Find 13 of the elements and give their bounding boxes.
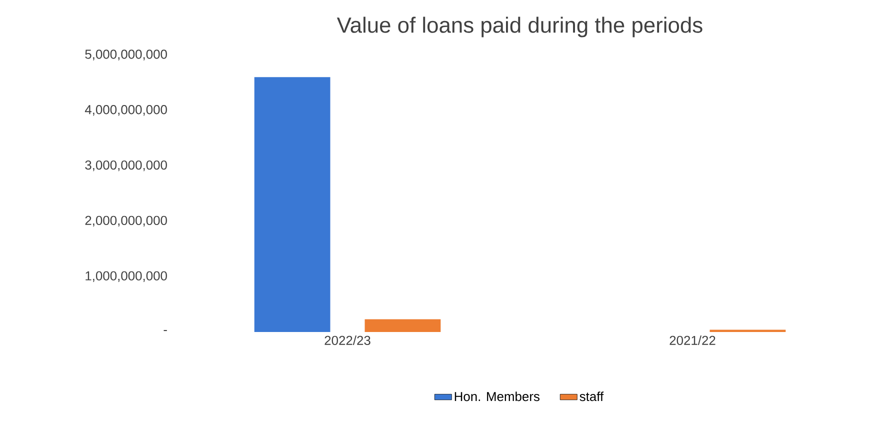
legend-label: Hon. Members [454, 392, 540, 402]
chart-title: Value of loans paid during the periods [336, 16, 702, 38]
legend-label: staff [580, 392, 604, 402]
x-tick-label: 2021/22 [670, 336, 716, 346]
y-tick-label: 2,000,000,000 [85, 216, 167, 227]
y-tick-label: 3,000,000,000 [85, 160, 167, 172]
y-tick-label: - [164, 330, 167, 332]
y-tick-label: 5,000,000,000 [85, 50, 167, 60]
y-tick-label: 4,000,000,000 [84, 105, 167, 116]
bar [364, 319, 441, 332]
y-tick-label: 1,000,000,000 [86, 271, 167, 282]
bar [254, 77, 330, 332]
x-tick-label: 2022/23 [324, 336, 370, 346]
